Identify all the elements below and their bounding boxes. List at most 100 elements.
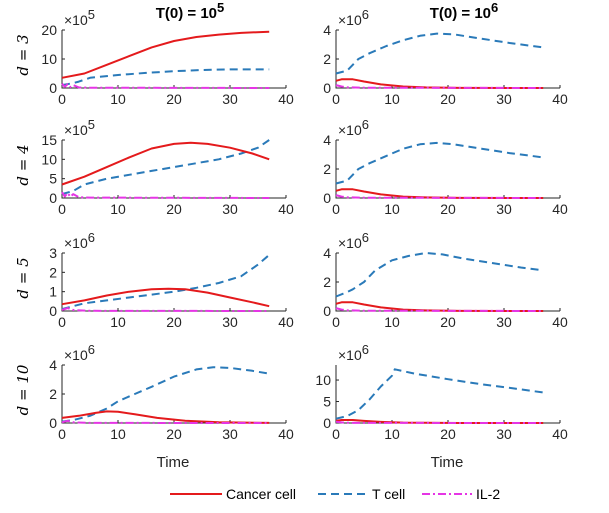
- series-line-il2: [335, 84, 544, 89]
- y-exponent-label: ×105: [64, 7, 95, 28]
- y-tick-label: 0: [323, 303, 331, 319]
- y-tick-label: 4: [323, 22, 331, 38]
- y-exponent-label: ×106: [338, 7, 369, 28]
- y-tick-label: 10: [315, 372, 331, 388]
- x-tick-label: 10: [110, 201, 126, 217]
- x-tick-label: 20: [166, 426, 182, 442]
- y-tick-label: 1: [49, 284, 57, 300]
- row-label-d5: d = 5: [14, 257, 32, 298]
- column-title-2: T(0) = 106: [430, 0, 499, 22]
- x-tick-label: 30: [496, 201, 512, 217]
- y-tick-label: 5: [323, 394, 331, 410]
- y-exponent-label: ×106: [338, 230, 369, 251]
- x-tick-label: 0: [58, 426, 66, 442]
- y-tick-label: 20: [41, 22, 57, 38]
- x-tick-label: 30: [496, 426, 512, 442]
- x-tick-label: 40: [552, 201, 568, 217]
- x-tick-label: 0: [332, 426, 340, 442]
- y-tick-label: 2: [49, 264, 57, 280]
- y-exponent-label: ×106: [338, 117, 369, 138]
- axes-box: [335, 30, 560, 89]
- series-line-cancer: [335, 78, 544, 89]
- x-tick-label: 10: [110, 314, 126, 330]
- y-exponent-label: ×105: [64, 117, 95, 138]
- x-tick-label: 40: [552, 91, 568, 107]
- y-tick-label: 4: [323, 132, 331, 148]
- y-tick-label: 2: [323, 51, 331, 67]
- row-label-d4: d = 4: [14, 144, 32, 185]
- series-line-tcell: [61, 366, 270, 423]
- y-tick-label: 0: [49, 303, 57, 319]
- legend-label-il-2: IL-2: [476, 486, 500, 502]
- y-tick-label: 0: [323, 415, 331, 431]
- y-tick-label: 3: [49, 245, 57, 261]
- row-label-d3: d = 3: [14, 34, 32, 75]
- series-line-il2: [335, 420, 544, 424]
- panel-r4-c1: 0 10 20 30 40 0 2 4 ×106: [49, 342, 294, 442]
- x-tick-label: 20: [166, 201, 182, 217]
- series-line-cancer: [61, 410, 270, 424]
- column-title-1: T(0) = 105: [156, 0, 225, 22]
- panel-r1-c2: 0 10 20 30 40 0 2 4 ×106: [323, 7, 568, 107]
- series-line-il2: [61, 307, 270, 312]
- y-tick-label: 10: [41, 151, 57, 167]
- x-tick-label: 40: [552, 426, 568, 442]
- series-line-cancer: [335, 301, 544, 312]
- row-label-d10: d = 10: [14, 364, 32, 415]
- series-line-cancer: [61, 287, 270, 308]
- x-tick-label: 30: [222, 426, 238, 442]
- series-line-cancer: [61, 30, 270, 79]
- series-line-il2: [61, 419, 270, 424]
- y-tick-label: 0: [49, 190, 57, 206]
- series-line-tcell: [61, 68, 270, 87]
- y-tick-label: 0: [323, 80, 331, 96]
- x-axis-label-left: Time: [157, 454, 190, 471]
- x-tick-label: 0: [58, 314, 66, 330]
- series-line-il2: [335, 194, 544, 199]
- x-axis-label-right: Time: [431, 454, 464, 471]
- x-tick-label: 10: [110, 426, 126, 442]
- y-exponent-label: ×106: [338, 342, 369, 363]
- y-exponent-label: ×106: [64, 230, 95, 251]
- series-line-il2: [335, 307, 544, 312]
- series-line-tcell: [335, 32, 544, 75]
- series-line-tcell: [61, 254, 270, 311]
- x-tick-label: 20: [440, 91, 456, 107]
- x-tick-label: 40: [278, 426, 294, 442]
- x-tick-label: 30: [222, 201, 238, 217]
- x-tick-label: 0: [58, 201, 66, 217]
- y-tick-label: 0: [49, 80, 57, 96]
- x-tick-label: 10: [384, 201, 400, 217]
- y-tick-label: 5: [49, 171, 57, 187]
- axes-box: [335, 253, 560, 312]
- panel-r1-c1: 0 10 20 30 40 0 10 20 ×105: [41, 7, 294, 107]
- series-line-il2: [61, 83, 270, 89]
- series-line-il2: [61, 191, 270, 199]
- x-tick-label: 0: [332, 201, 340, 217]
- series-line-cancer: [61, 141, 270, 186]
- x-tick-label: 30: [222, 91, 238, 107]
- x-tick-label: 20: [166, 91, 182, 107]
- y-tick-label: 0: [323, 190, 331, 206]
- series-line-tcell: [335, 368, 544, 420]
- x-tick-label: 0: [332, 91, 340, 107]
- y-tick-label: 4: [49, 357, 57, 373]
- series-line-tcell: [61, 139, 270, 196]
- x-tick-label: 20: [440, 201, 456, 217]
- x-tick-label: 0: [332, 314, 340, 330]
- series-line-tcell: [335, 141, 544, 185]
- y-exponent-label: ×106: [64, 342, 95, 363]
- y-tick-label: 2: [323, 161, 331, 177]
- column-titles: T(0) = 105 T(0) = 106: [156, 0, 499, 22]
- x-tick-label: 10: [384, 91, 400, 107]
- row-labels: d = 3 d = 4 d = 5 d = 10: [14, 34, 32, 415]
- y-tick-label: 10: [41, 51, 57, 67]
- x-tick-label: 20: [166, 314, 182, 330]
- y-tick-label: 2: [323, 274, 331, 290]
- x-tick-label: 40: [552, 314, 568, 330]
